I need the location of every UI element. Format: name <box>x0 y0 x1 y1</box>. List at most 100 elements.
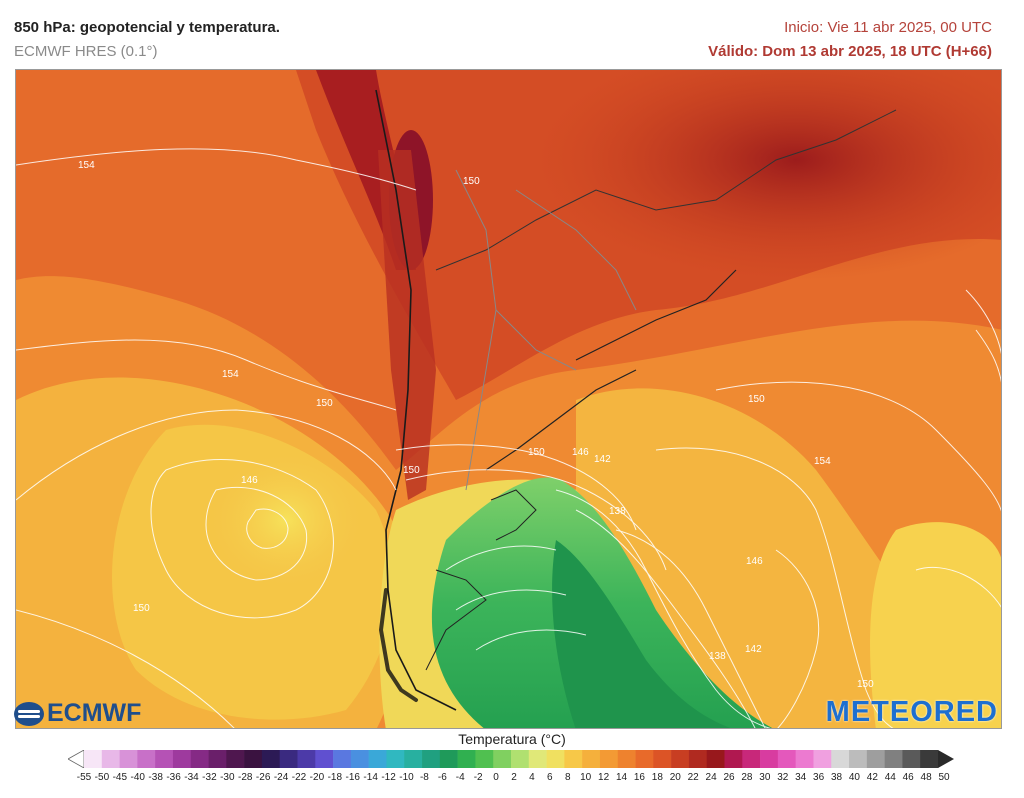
colorbar-swatch <box>155 750 174 768</box>
colorbar-swatch <box>84 750 103 768</box>
colorbar-swatch <box>653 750 672 768</box>
colorbar-swatch <box>439 750 458 768</box>
colorbar-tick-label: 22 <box>687 772 699 783</box>
contour-label: 150 <box>316 398 333 409</box>
colorbar-tick-label: -22 <box>291 772 307 783</box>
colorbar-swatch <box>902 750 921 768</box>
ecmwf-logo: ECMWF <box>14 699 141 728</box>
colorbar-tick-label: 46 <box>902 772 914 783</box>
colorbar-tick-label: -50 <box>94 772 110 783</box>
colorbar-swatch <box>724 750 743 768</box>
colorbar-swatch <box>546 750 565 768</box>
colorbar-tick-label: 6 <box>547 772 553 783</box>
colorbar-swatch <box>528 750 547 768</box>
colorbar-swatch <box>101 750 120 768</box>
contour-label: 150 <box>528 447 545 458</box>
colorbar-swatch <box>172 750 192 768</box>
colorbar-tick-label: 18 <box>651 772 663 783</box>
colorbar-swatch <box>849 750 868 768</box>
contour-label: 138 <box>609 506 626 517</box>
colorbar-swatch <box>315 750 334 768</box>
contour-label: 146 <box>572 447 589 458</box>
colorbar-max-arrow <box>938 750 954 768</box>
contour-label: 142 <box>594 454 611 465</box>
colorbar-swatch <box>333 750 352 768</box>
colorbar-tick-label: -18 <box>327 772 343 783</box>
colorbar-tick-label: -55 <box>76 772 92 783</box>
colorbar-tick-label: 2 <box>511 772 517 783</box>
map-title: 850 hPa: geopotencial y temperatura. <box>14 19 280 36</box>
meteored-logo: METEORED <box>825 696 998 728</box>
colorbar-tick-label: -28 <box>238 772 253 783</box>
colorbar-swatch <box>635 750 654 768</box>
colorbar-tick-label: 28 <box>741 772 753 783</box>
colorbar-tick-label: -40 <box>130 772 145 783</box>
colorbar-tick-label: 0 <box>493 772 499 783</box>
colorbar-tick-label: -24 <box>273 772 289 783</box>
colorbar-swatch <box>457 750 476 768</box>
colorbar-swatch <box>795 750 814 768</box>
colorbar-swatch <box>706 750 725 768</box>
colorbar-tick-label: -10 <box>399 772 414 783</box>
contour-label: 154 <box>814 456 831 467</box>
colorbar-swatch <box>884 750 903 768</box>
colorbar-swatch <box>671 750 690 768</box>
colorbar-swatch <box>866 750 885 768</box>
colorbar-swatch <box>582 750 601 768</box>
contour-label: 146 <box>241 475 258 486</box>
model-label: ECMWF HRES (0.1°) <box>14 43 158 60</box>
temperature-field: 154 150 154 150 146 150 150 150 146 142 … <box>16 70 1001 728</box>
ecmwf-logo-icon <box>14 701 44 726</box>
run-time: Inicio: Vie 11 abr 2025, 00 UTC <box>784 19 992 36</box>
colorbar-tick-label: 40 <box>848 772 860 783</box>
weather-map[interactable]: 154 150 154 150 146 150 150 150 146 142 … <box>15 69 1002 729</box>
colorbar-tick-label: -14 <box>363 772 378 783</box>
colorbar-swatch <box>617 750 636 768</box>
colorbar-tick-label: 20 <box>669 772 681 783</box>
colorbar-tick-label: 16 <box>633 772 645 783</box>
colorbar-tick-label: 8 <box>564 772 571 783</box>
colorbar-tick-label: -8 <box>419 772 429 783</box>
colorbar-swatch <box>404 750 423 768</box>
colorbar-swatch <box>920 750 939 768</box>
colorbar-tick-label: 44 <box>884 772 896 783</box>
colorbar-tick-label: 4 <box>529 772 535 783</box>
colorbar-tick-label: 24 <box>705 772 717 783</box>
colorbar-tick-label: 48 <box>920 772 932 783</box>
colorbar-tick-label: -34 <box>184 772 199 783</box>
colorbar-swatch <box>475 750 494 768</box>
colorbar-tick-label: 32 <box>777 772 789 783</box>
contour-label: 150 <box>463 176 480 187</box>
colorbar-swatch <box>422 750 441 768</box>
colorbar-tick-label: -12 <box>381 772 396 783</box>
colorbar-tick-label: 10 <box>580 772 592 783</box>
contour-label: 150 <box>403 465 420 476</box>
contour-label: 154 <box>222 369 239 380</box>
colorbar-swatch <box>261 750 281 768</box>
colorbar-swatch <box>226 750 245 768</box>
colorbar-swatch <box>831 750 850 768</box>
contour-label: 142 <box>745 644 762 655</box>
contour-label: 150 <box>748 394 765 405</box>
colorbar-swatch <box>386 750 405 768</box>
colorbar-tick-label: -36 <box>166 772 181 783</box>
legend-title: Temperatura (°C) <box>458 731 566 747</box>
colorbar-swatch <box>137 750 156 768</box>
colorbar-tick-label: 12 <box>598 772 610 783</box>
colorbar-tick-label: -16 <box>345 772 360 783</box>
colorbar-tick-label: 30 <box>759 772 771 783</box>
colorbar-tick-label: 26 <box>723 772 735 783</box>
colorbar-tick-label: -20 <box>309 772 325 783</box>
colorbar-swatch <box>511 750 530 768</box>
colorbar-swatch <box>244 750 263 768</box>
colorbar-tick-label: -45 <box>112 772 128 783</box>
colorbar-swatch <box>493 750 512 768</box>
colorbar-swatch <box>208 750 227 768</box>
colorbar-tick-label: -6 <box>437 772 447 783</box>
colorbar-tick-label: 42 <box>866 772 878 783</box>
colorbar-tick-label: -26 <box>255 772 271 783</box>
ecmwf-logo-text: ECMWF <box>47 699 142 727</box>
colorbar-tick-label: -2 <box>473 772 483 783</box>
contour-label: 150 <box>133 603 150 614</box>
colorbar-swatch <box>119 750 138 768</box>
